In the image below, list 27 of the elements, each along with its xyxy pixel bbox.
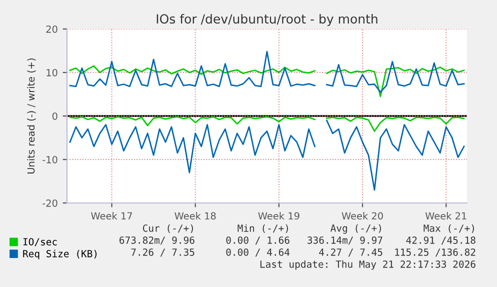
text: 673.82m/ 9.96 [120,236,194,245]
y-axis-title: Units read (-) / write (+) [27,58,36,174]
x-tick-label: Week 20 [342,212,383,220]
x-tick-label: Week 17 [91,212,132,220]
text: Max (-/+) [424,224,474,233]
chart-title: IOs for /dev/ubuntu/root - by month [156,14,378,26]
legend-label: Req Size (KB) [23,250,97,260]
text: 7.26 / 7.35 [131,248,194,257]
text: 42.91 /45.18 [406,236,476,245]
text: Avg (-/+) [330,224,381,234]
text: 115.25 /136.82 [395,248,476,257]
text: 0.00 / 1.66 [226,236,290,245]
text: Min (-/+) [238,224,288,233]
text: Cur (-/+) [142,224,193,233]
text: 4.27 / 7.45 [319,248,382,257]
y-tick-label: 20 [46,25,58,33]
text: Last update: Thu May 21 22:17:33 2026 [260,260,476,270]
y-tick-label: 10 [46,68,58,76]
y-tick-label: -20 [42,199,58,207]
text: 336.14m/ 9.97 [308,236,382,245]
legend-label: IO/sec [23,238,57,246]
y-tick-label: -10 [42,156,58,164]
text: 0.00 / 4.64 [226,248,290,257]
x-tick-label: Week 18 [174,212,216,220]
y-tick-label: 0 [52,112,58,120]
x-tick-label: Week 21 [425,212,466,220]
x-tick-label: Week 19 [258,212,300,220]
